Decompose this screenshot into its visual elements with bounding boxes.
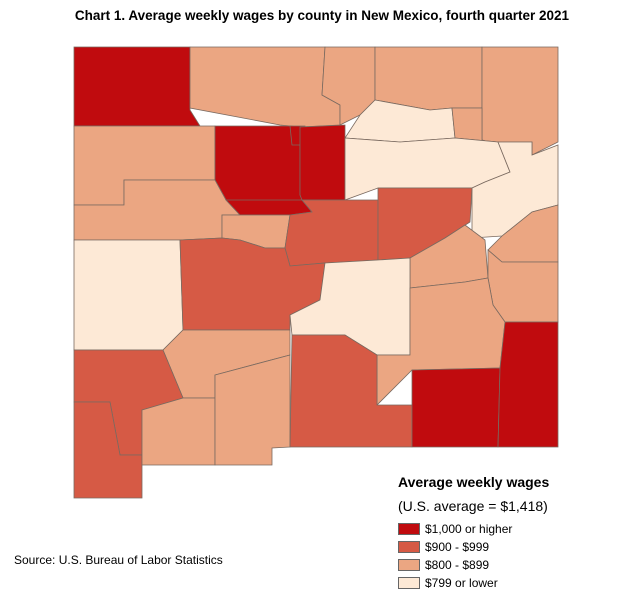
county-colfax[interactable] bbox=[374, 46, 483, 111]
source-note: Source: U.S. Bureau of Labor Statistics bbox=[14, 553, 223, 567]
county-santa-fe[interactable] bbox=[299, 124, 346, 201]
county-eddy[interactable] bbox=[411, 367, 501, 448]
legend-label: $799 or lower bbox=[425, 576, 498, 590]
legend-item-tier-1: $1,000 or higher bbox=[398, 520, 638, 538]
legend-item-tier-4: $799 or lower bbox=[398, 574, 638, 592]
county-san-juan[interactable] bbox=[73, 46, 201, 127]
county-bernalillo[interactable] bbox=[225, 199, 313, 216]
legend: Average weekly wages (U.S. average = $1,… bbox=[398, 474, 638, 592]
legend-subtitle: (U.S. average = $1,418) bbox=[398, 498, 548, 514]
county-catron[interactable] bbox=[73, 239, 184, 351]
legend-item-tier-2: $900 - $999 bbox=[398, 538, 638, 556]
legend-swatch bbox=[398, 523, 420, 535]
legend-item-tier-3: $800 - $899 bbox=[398, 556, 638, 574]
legend-label: $900 - $999 bbox=[425, 540, 490, 554]
legend-swatch bbox=[398, 541, 420, 553]
county-lea[interactable] bbox=[497, 321, 559, 448]
legend-swatch bbox=[398, 559, 420, 571]
county-dona-ana[interactable] bbox=[214, 354, 291, 466]
county-luna[interactable] bbox=[141, 397, 216, 466]
county-otero[interactable] bbox=[289, 334, 413, 448]
legend-swatch bbox=[398, 577, 420, 589]
legend-title: Average weekly wages bbox=[398, 474, 550, 490]
county-rio-arriba[interactable] bbox=[189, 46, 341, 128]
chart-title: Chart 1. Average weekly wages by county … bbox=[74, 8, 570, 23]
legend-label: $1,000 or higher bbox=[425, 522, 513, 536]
legend-label: $800 - $899 bbox=[425, 558, 490, 572]
